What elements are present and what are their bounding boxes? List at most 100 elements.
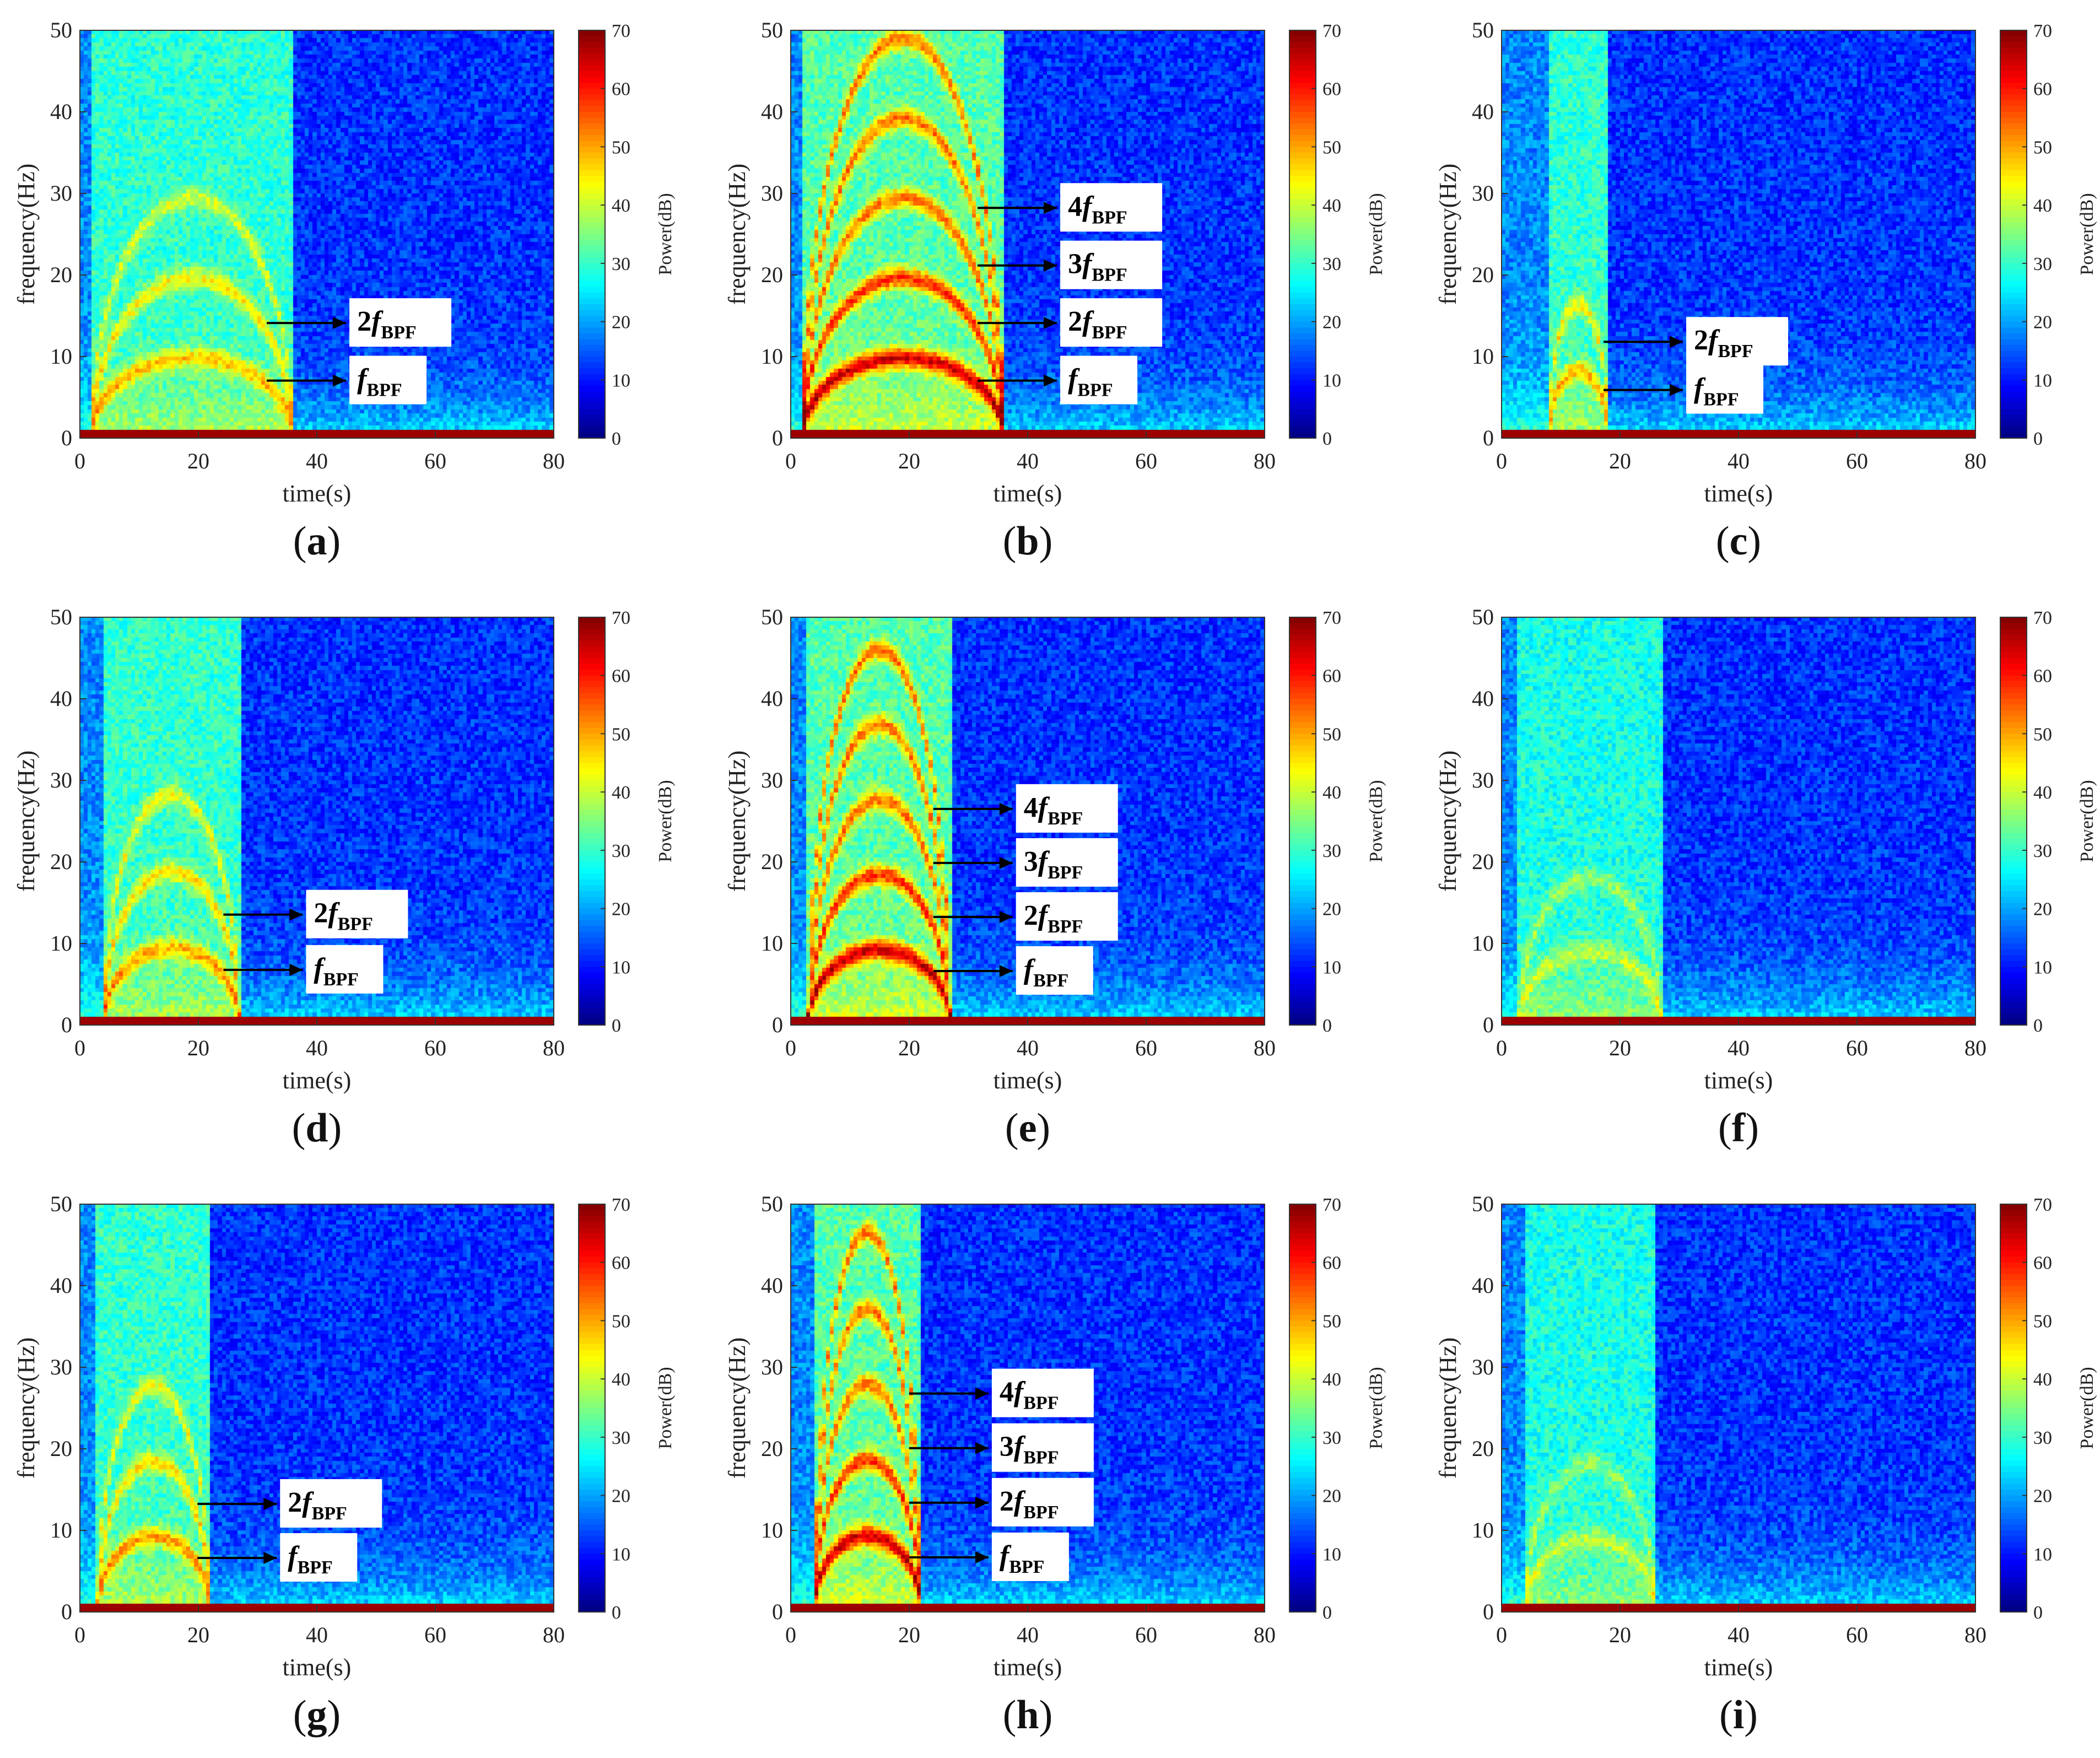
y-tick-label: 30: [50, 181, 72, 206]
colorbar-tick-label: 40: [1322, 1369, 1341, 1390]
x-axis-label: time(s): [1704, 1067, 1773, 1094]
panel-caption-c: (c): [1715, 519, 1762, 564]
x-axis-label: time(s): [1704, 480, 1773, 507]
spectrogram-panel-h: 0 20 40 60 80 0 10 20 30 40 50 time(s) frequency(Hz)…: [711, 1174, 1422, 1752]
x-tick-label: 80: [543, 449, 565, 473]
colorbar-tick-label: 60: [612, 1253, 630, 1274]
colorbar-tick-label: 60: [2033, 666, 2052, 687]
y-axis-label: frequency(Hz): [1434, 164, 1461, 305]
x-tick-label: 20: [187, 449, 209, 473]
y-axis-label: frequency(Hz): [13, 751, 40, 892]
x-axis-label: time(s): [283, 1067, 352, 1094]
colorbar-tick-label: 70: [612, 608, 630, 628]
y-tick-label: 0: [61, 1012, 72, 1037]
annotation-fbpf-text: fBPF: [1694, 373, 1739, 410]
annotation-fbpf-text: fBPF: [314, 953, 359, 990]
colorbar-tick-label: 60: [2033, 79, 2052, 100]
y-tick-label: 30: [1472, 768, 1494, 792]
axes-b: 0 20 40 60 80 0 10 20 30 40 50 time(s) frequency(Hz)…: [724, 18, 1386, 507]
colorbar-tick-label: 70: [2033, 21, 2052, 41]
colorbar-tick-label: 40: [2033, 1369, 2052, 1390]
y-tick-label: 30: [761, 768, 783, 792]
colorbar: 0 10 20 30 40 50 60 70 Power(dB): [578, 21, 676, 449]
colorbar-tick-label: 30: [2033, 1428, 2052, 1448]
colorbar: 0 10 20 30 40 50 60 70 Power(dB): [2000, 1195, 2097, 1623]
spectrogram-panel-f: 0 20 40 60 80 0 10 20 30 40 50 time(s) frequency(Hz)…: [1422, 587, 2100, 1166]
x-tick-label: 60: [424, 449, 446, 473]
y-axis-label: frequency(Hz): [13, 1338, 40, 1479]
colorbar-tick-label: 60: [1322, 79, 1341, 100]
y-tick-label: 50: [1472, 18, 1494, 42]
annotation-fbpf-text: fBPF: [1024, 954, 1069, 991]
colorbar-tick-label: 40: [612, 196, 630, 216]
colorbar-label: Power(dB): [1366, 1367, 1386, 1449]
x-axis-label: time(s): [283, 1654, 352, 1681]
panel-caption-a: (a): [293, 519, 341, 564]
annotation-2fbpf: 2fBPF: [223, 889, 408, 939]
y-tick-label: 40: [761, 1273, 783, 1298]
annotation-3fbpf-text: 3fBPF: [1024, 846, 1083, 883]
colorbar-label: Power(dB): [655, 193, 676, 275]
y-tick-label: 10: [50, 1518, 72, 1543]
colorbar-tick-label: 30: [612, 841, 630, 861]
colorbar-tick-label: 0: [612, 1603, 621, 1623]
x-tick-label: 60: [424, 1036, 446, 1060]
annotation-2fbpf: 2fBPF: [978, 298, 1163, 347]
colorbar-tick-label: 0: [612, 1016, 621, 1036]
spectrogram-heatmap-b: [791, 30, 1265, 438]
y-axis-label: frequency(Hz): [724, 751, 751, 892]
axes-f: 0 20 40 60 80 0 10 20 30 40 50 time(s) frequency(Hz)…: [1434, 605, 2097, 1094]
colorbar-label: Power(dB): [2077, 780, 2097, 862]
colorbar-tick-label: 20: [2033, 312, 2052, 333]
y-tick-label: 20: [761, 849, 783, 874]
axes-e: 0 20 40 60 80 0 10 20 30 40 50 time(s) frequency(Hz)…: [724, 605, 1386, 1094]
y-tick-label: 50: [761, 1191, 783, 1216]
colorbar-tick-label: 60: [612, 79, 630, 100]
x-tick-label: 0: [74, 449, 85, 473]
y-tick-label: 50: [1472, 605, 1494, 629]
colorbar-tick-label: 10: [1322, 957, 1341, 978]
y-axis-label: frequency(Hz): [724, 1338, 751, 1479]
colorbar-tick-label: 70: [1322, 1195, 1341, 1215]
colorbar-tick-label: 40: [1322, 783, 1341, 803]
x-tick-label: 20: [187, 1622, 209, 1647]
x-tick-label: 80: [1964, 1036, 1986, 1060]
y-tick-label: 10: [50, 931, 72, 956]
x-axis-label: time(s): [994, 1654, 1062, 1681]
x-axis-label: time(s): [1704, 1654, 1773, 1681]
colorbar-tick-label: 10: [2033, 957, 2052, 978]
colorbar-label: Power(dB): [655, 780, 676, 862]
colorbar-label: Power(dB): [1366, 780, 1386, 862]
axes-i: 0 20 40 60 80 0 10 20 30 40 50 time(s) frequency(Hz)…: [1434, 1191, 2097, 1681]
annotation-fbpf: fBPF: [1604, 365, 1764, 414]
x-tick-label: 0: [785, 1036, 796, 1060]
colorbar-tick-label: 70: [1322, 608, 1341, 628]
annotation-fbpf: fBPF: [909, 1532, 1069, 1581]
y-tick-label: 50: [761, 18, 783, 42]
colorbar-tick-label: 70: [612, 1195, 630, 1215]
colorbar: 0 10 20 30 40 50 60 70 Power(dB): [578, 1195, 676, 1623]
y-tick-label: 10: [50, 344, 72, 369]
y-tick-label: 40: [50, 99, 72, 124]
y-tick-label: 0: [1483, 1599, 1494, 1624]
y-tick-label: 0: [772, 425, 783, 450]
x-tick-label: 60: [1135, 1036, 1157, 1060]
colorbar-tick-label: 50: [2033, 724, 2052, 745]
annotation-4fbpf-text: 4fBPF: [1024, 792, 1083, 829]
x-tick-label: 80: [1254, 1036, 1276, 1060]
y-tick-label: 30: [50, 1355, 72, 1379]
colorbar-tick-label: 10: [1322, 1544, 1341, 1565]
axes-g: 0 20 40 60 80 0 10 20 30 40 50 time(s) frequency(Hz)…: [13, 1191, 676, 1681]
x-tick-label: 60: [1846, 1036, 1868, 1060]
y-tick-label: 10: [1472, 344, 1494, 369]
colorbar-tick-label: 70: [2033, 1195, 2052, 1215]
y-axis-label: frequency(Hz): [1434, 751, 1461, 892]
colorbar-tick-label: 50: [612, 724, 630, 745]
colorbar-tick-label: 40: [612, 1369, 630, 1390]
x-tick-label: 40: [1727, 1622, 1750, 1647]
y-tick-label: 40: [761, 686, 783, 711]
plot-frame: [1501, 1204, 1976, 1613]
x-tick-label: 0: [74, 1036, 85, 1060]
x-tick-label: 80: [1964, 449, 1986, 473]
x-tick-label: 0: [1496, 1036, 1507, 1060]
